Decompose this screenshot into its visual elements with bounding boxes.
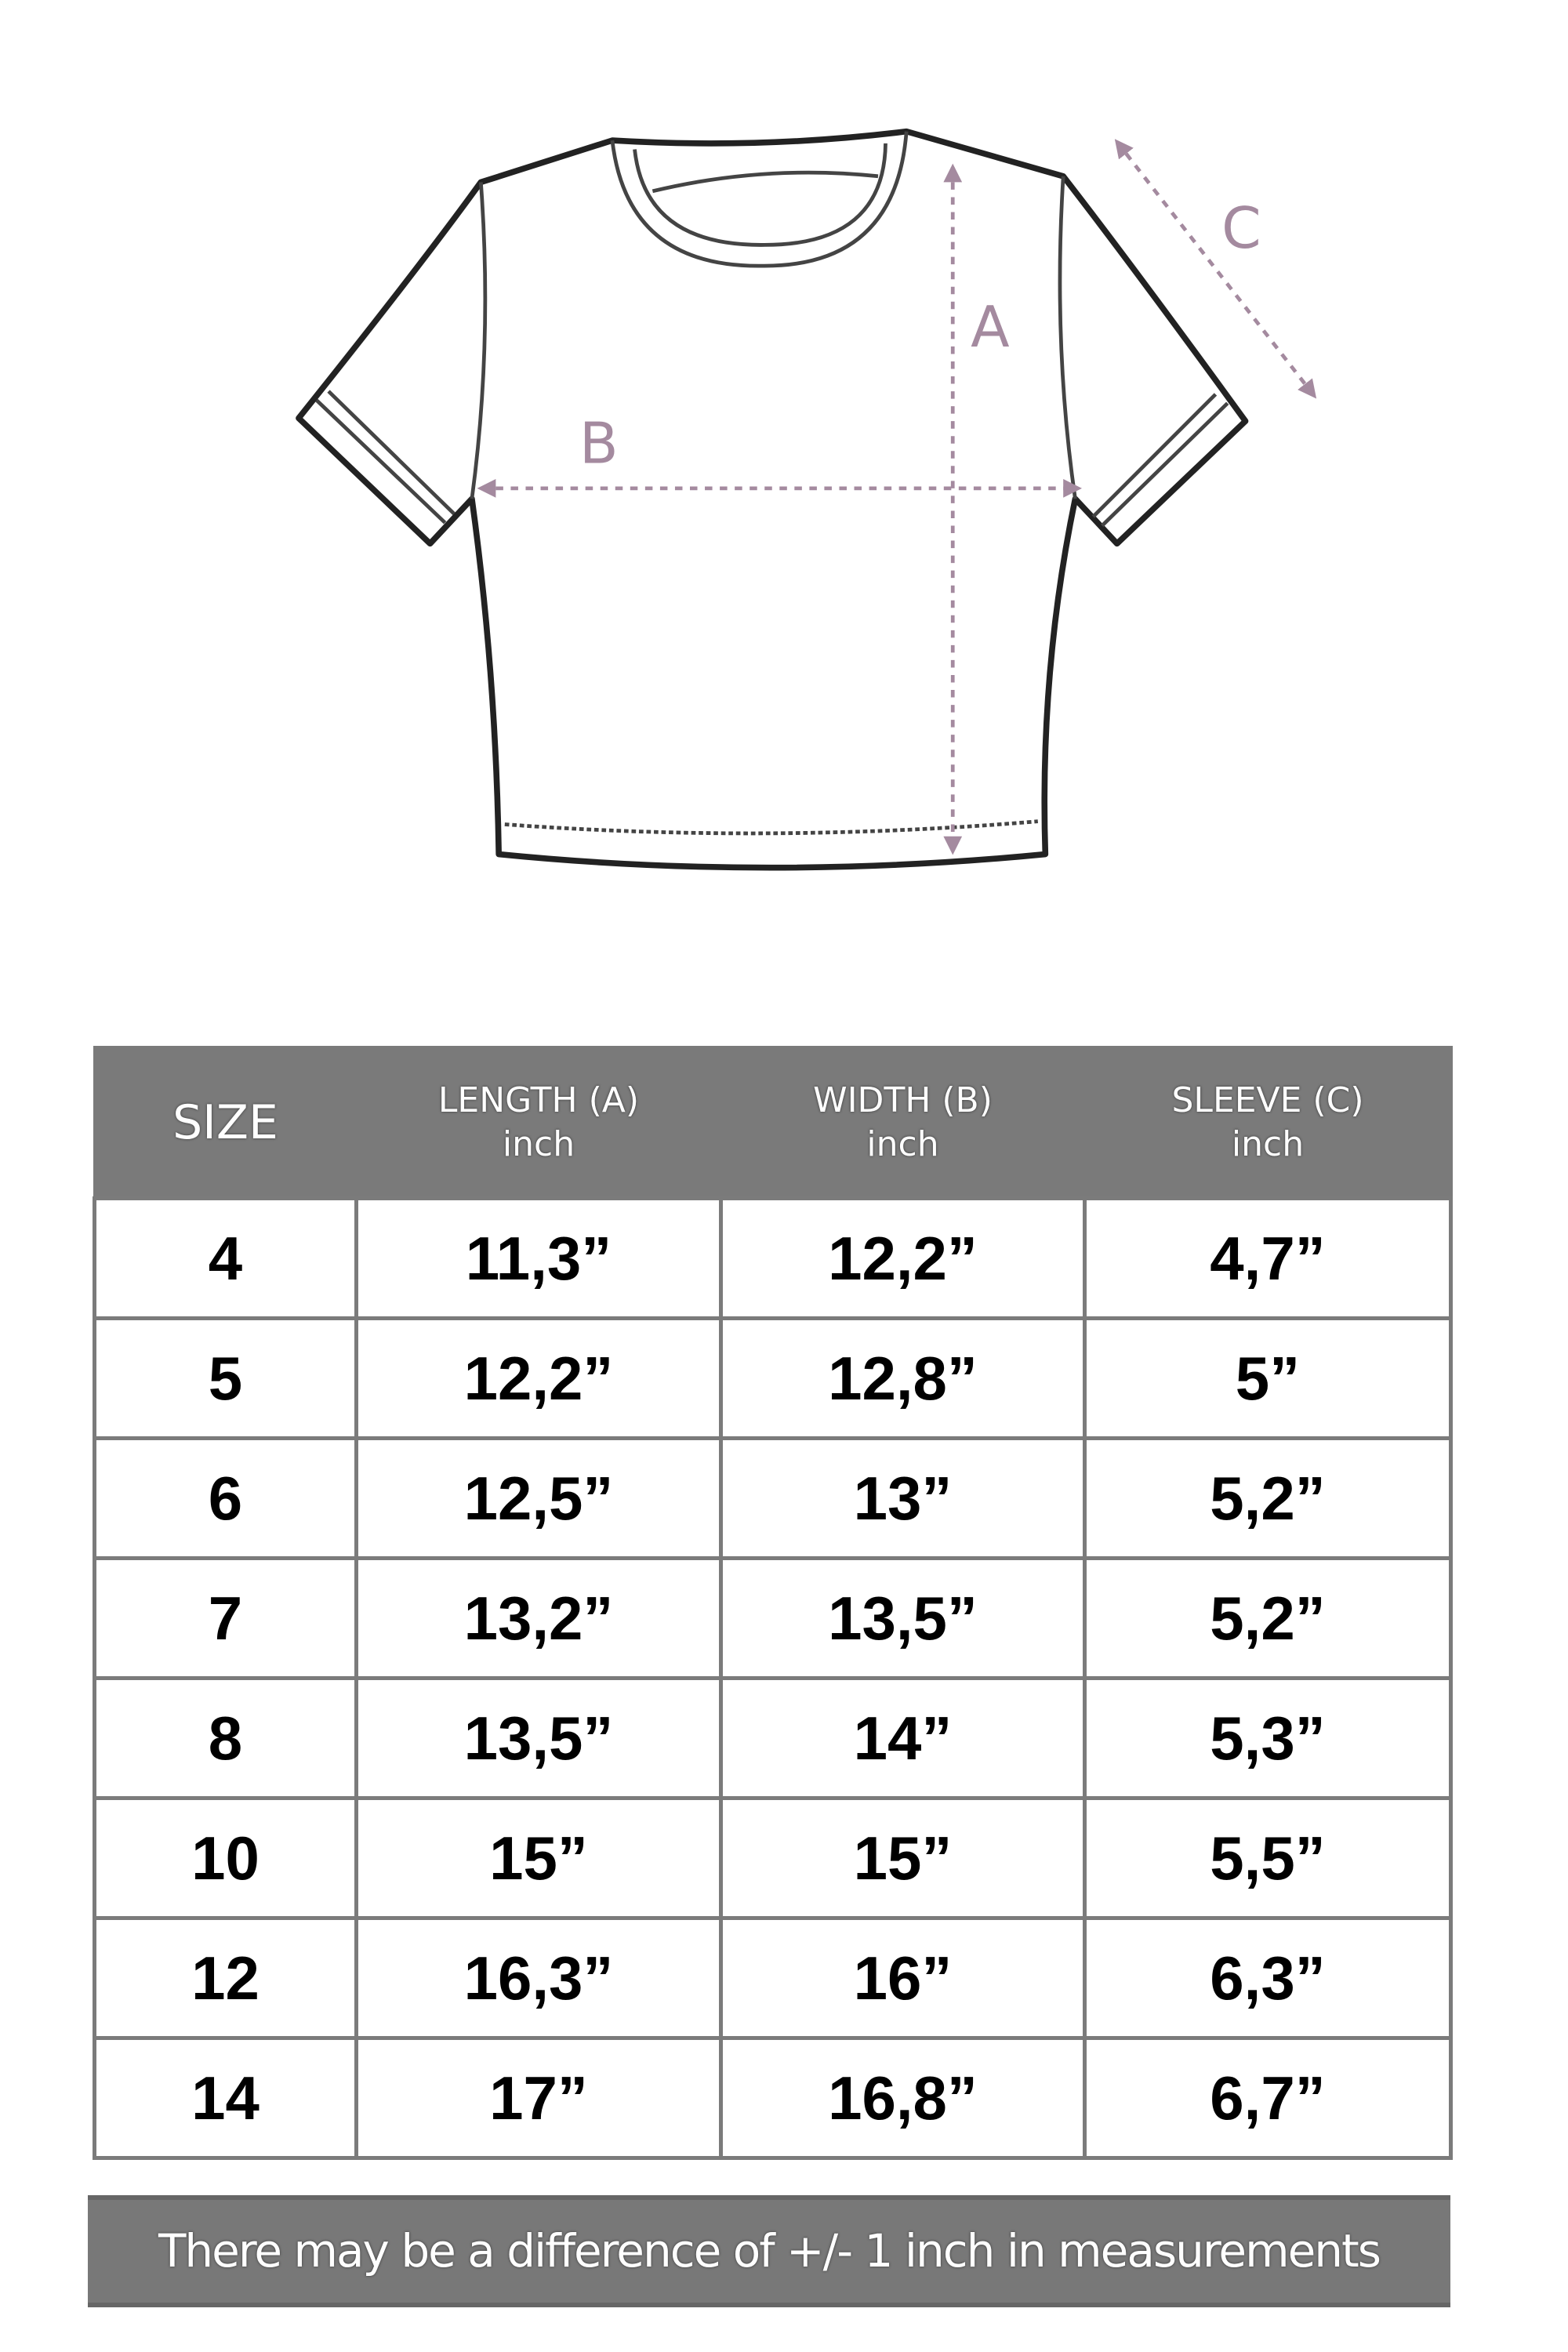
size-cell: 8 [93,1676,358,1800]
sleeve-cell: 5,2” [1083,1556,1453,1680]
header-title: LENGTH (A) [437,1080,640,1120]
header-length: LENGTH (A) inch [354,1046,723,1200]
size-cell: 7 [93,1556,358,1680]
size-cell: 6 [93,1436,358,1560]
size-cell: 5 [93,1316,358,1440]
header-title: SLEEVE (C) [1171,1080,1364,1120]
width-cell: 16” [719,1916,1087,2040]
table-row: 4 11,3” 12,2” 4,7” [93,1196,1453,1320]
width-cell: 13” [719,1436,1087,1560]
label-a: A [971,295,1010,361]
width-cell: 13,5” [719,1556,1087,1680]
tshirt-diagram: A B C [296,128,1317,871]
sleeve-cell: 5,5” [1083,1796,1453,1920]
table-row: 7 13,2” 13,5” 5,2” [93,1556,1453,1680]
measurement-note: There may be a difference of +/- 1 inch … [88,2195,1450,2307]
table-row: 14 17” 16,8” 6,7” [93,2036,1453,2160]
size-cell: 4 [93,1196,358,1320]
tshirt-outline [296,128,1249,871]
length-cell: 17” [354,2036,723,2160]
sleeve-cell: 6,3” [1083,1916,1453,2040]
size-cell: 10 [93,1796,358,1920]
header-unit: inch [502,1124,575,1164]
length-cell: 15” [354,1796,723,1920]
sleeve-cell: 6,7” [1083,2036,1453,2160]
length-cell: 12,5” [354,1436,723,1560]
width-cell: 14” [719,1676,1087,1800]
header-sleeve: SLEEVE (C) inch [1083,1046,1453,1200]
length-cell: 12,2” [354,1316,723,1440]
header-size: SIZE [93,1046,358,1200]
table-row: 6 12,5” 13” 5,2” [93,1436,1453,1560]
header-width: WIDTH (B) inch [719,1046,1087,1200]
width-cell: 12,2” [719,1196,1087,1320]
length-cell: 13,5” [354,1676,723,1800]
header-title: WIDTH (B) [813,1080,993,1120]
sleeve-cell: 5” [1083,1316,1453,1440]
label-b: B [579,411,619,477]
sleeve-cell: 4,7” [1083,1196,1453,1320]
length-cell: 11,3” [354,1196,723,1320]
label-c: C [1221,196,1261,262]
size-cell: 12 [93,1916,358,2040]
sleeve-cell: 5,2” [1083,1436,1453,1560]
length-cell: 16,3” [354,1916,723,2040]
length-cell: 13,2” [354,1556,723,1680]
table-header-row: SIZE LENGTH (A) inch WIDTH (B) inch SLEEVE… [93,1046,1453,1200]
size-chart-table: SIZE LENGTH (A) inch WIDTH (B) inch SLEEVE… [93,1046,1453,2160]
width-cell: 12,8” [719,1316,1087,1440]
sleeve-cell: 5,3” [1083,1676,1453,1800]
header-title: SIZE [172,1095,278,1150]
header-unit: inch [1231,1124,1305,1164]
width-cell: 16,8” [719,2036,1087,2160]
size-cell: 14 [93,2036,358,2160]
table-row: 8 13,5” 14” 5,3” [93,1676,1453,1800]
table-row: 5 12,2” 12,8” 5” [93,1316,1453,1440]
width-cell: 15” [719,1796,1087,1920]
table-row: 10 15” 15” 5,5” [93,1796,1453,1920]
header-unit: inch [866,1124,939,1164]
table-row: 12 16,3” 16” 6,3” [93,1916,1453,2040]
